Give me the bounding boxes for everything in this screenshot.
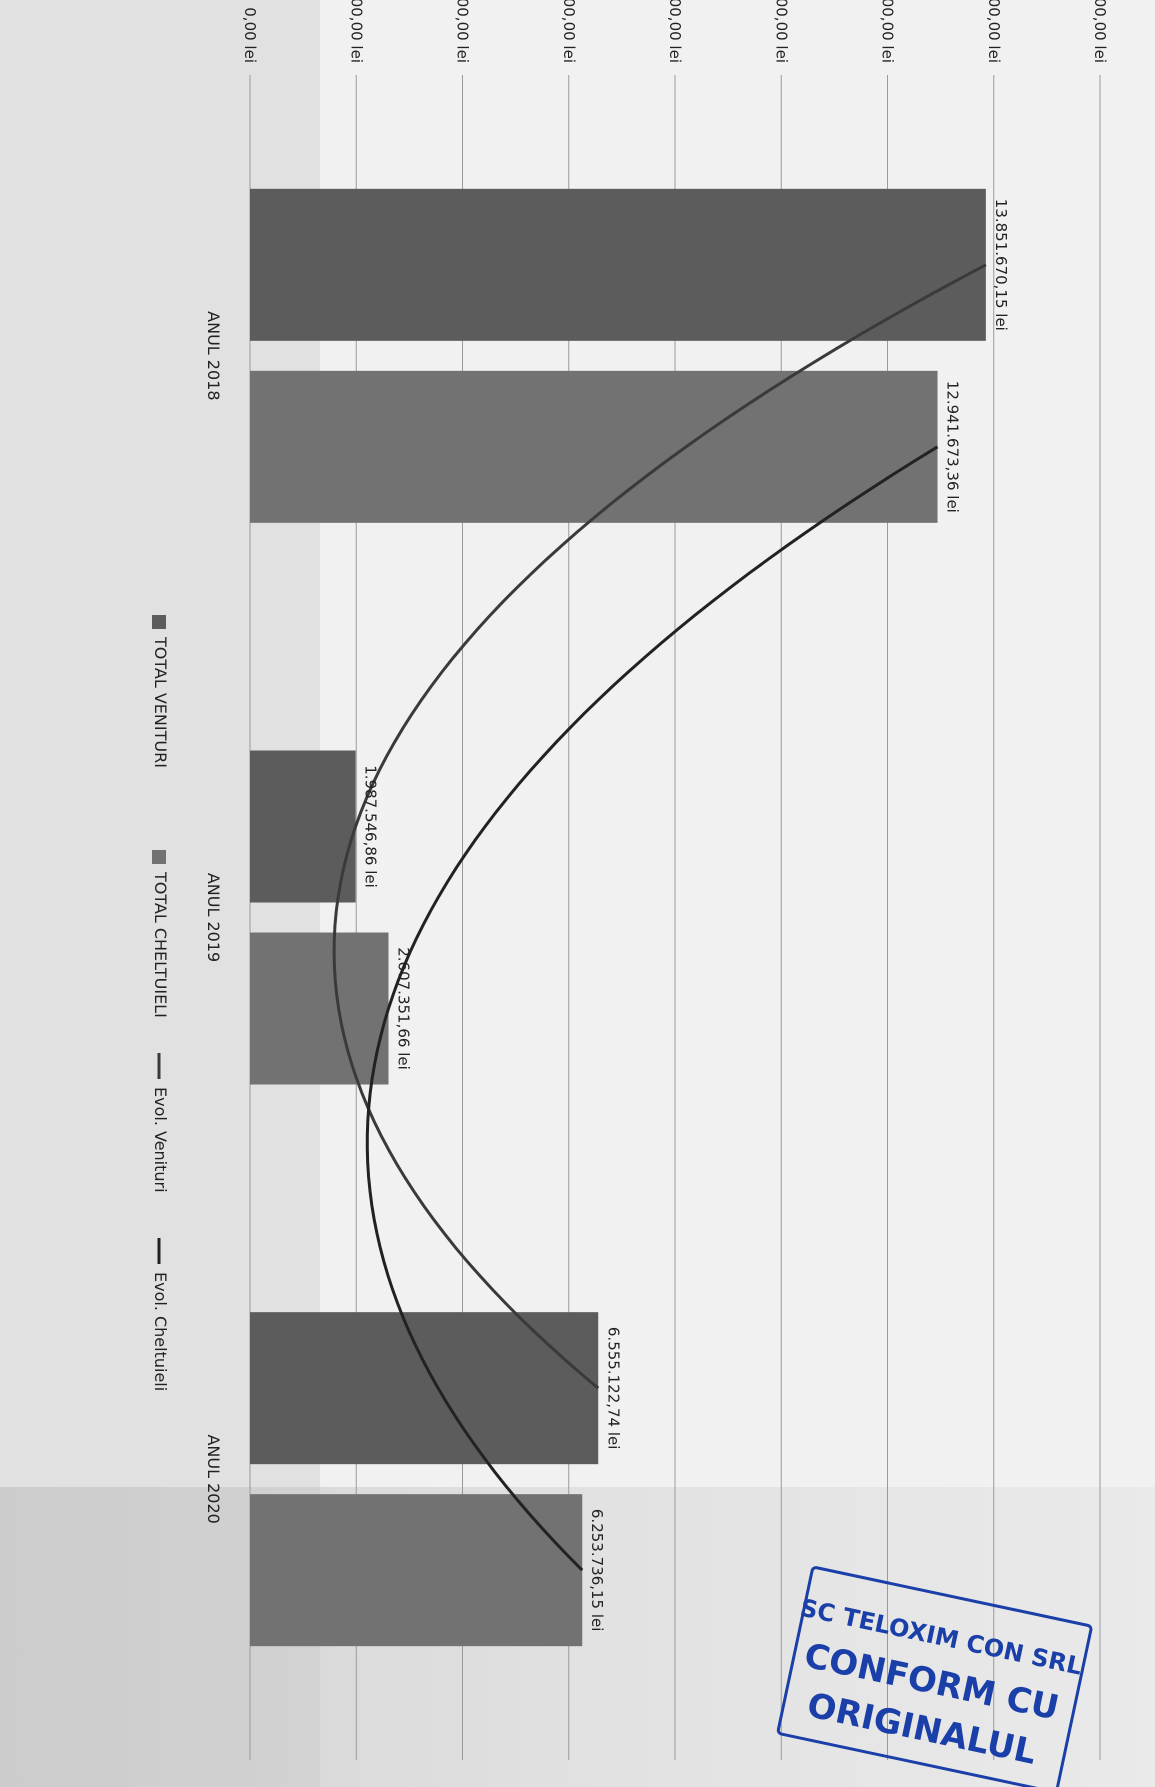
value-labels: 13.851.670,15 lei 12.941.673,36 lei 1.987.… — [362, 199, 1010, 1632]
y-tick-label: 12.000.000,00 lei — [879, 0, 897, 63]
bar-venituri-0 — [249, 188, 986, 341]
value-label: 6.253.736,15 lei — [588, 1509, 606, 1632]
value-label: 12.941.673,36 lei — [944, 381, 962, 513]
value-label: 6.555.122,74 lei — [604, 1327, 622, 1450]
y-tick-label: 4.000.000,00 lei — [454, 0, 472, 63]
legend-swatch — [152, 615, 166, 629]
y-tick-label: 2.000.000,00 lei — [347, 0, 365, 63]
y-tick-label: 16.000.000,00 lei — [1091, 0, 1109, 63]
category-label: ANUL 2020 — [204, 1434, 223, 1523]
legend-swatch — [152, 850, 166, 864]
bars — [249, 188, 986, 1647]
bar-cheltuieli-1 — [250, 932, 389, 1085]
category-label: ANUL 2019 — [204, 873, 223, 962]
trend-lines — [332, 263, 987, 1572]
y-tick-label: 6.000.000,00 lei — [560, 0, 578, 63]
y-tick-label: 14.000.000,00 lei — [985, 0, 1003, 63]
value-label: 1.987.546,86 lei — [362, 765, 380, 888]
bar-venituri-2 — [250, 1312, 599, 1465]
bar-cheltuieli-0 — [250, 370, 938, 523]
stamp-border — [776, 1566, 1093, 1787]
y-tick-label: 10.000.000,00 lei — [772, 0, 790, 63]
category-labels: ANUL 2018 ANUL 2019 ANUL 2020 — [204, 311, 223, 1524]
bar-cheltuieli-2 — [250, 1494, 583, 1647]
legend-label: Evol. Cheltuieli — [151, 1272, 170, 1391]
grid — [249, 75, 1101, 1760]
category-label: ANUL 2018 — [204, 311, 223, 400]
bar-venituri-1 — [250, 750, 356, 903]
legend-label: TOTAL CHELTUIELI — [151, 871, 170, 1018]
trend-line-1 — [365, 445, 939, 1572]
value-label: 13.851.670,15 lei — [992, 199, 1010, 331]
trend-line-0 — [332, 263, 987, 1390]
legend: TOTAL VENITURI TOTAL CHELTUIELI Evol. Veni… — [151, 615, 170, 1391]
y-tick-label: 0,00 lei — [241, 7, 259, 63]
revenue-expense-chart: 0,00 lei 2.000.000,00 lei 4.000.000,00 lei… — [151, 0, 1109, 1760]
legend-label: TOTAL VENITURI — [151, 636, 170, 768]
value-label: 2.607.351,66 lei — [395, 947, 413, 1070]
y-tick-label: 8.000.000,00 lei — [666, 0, 684, 63]
y-axis-ticks: 0,00 lei 2.000.000,00 lei 4.000.000,00 lei… — [241, 0, 1109, 63]
legend-label: Evol. Venituri — [151, 1087, 170, 1193]
